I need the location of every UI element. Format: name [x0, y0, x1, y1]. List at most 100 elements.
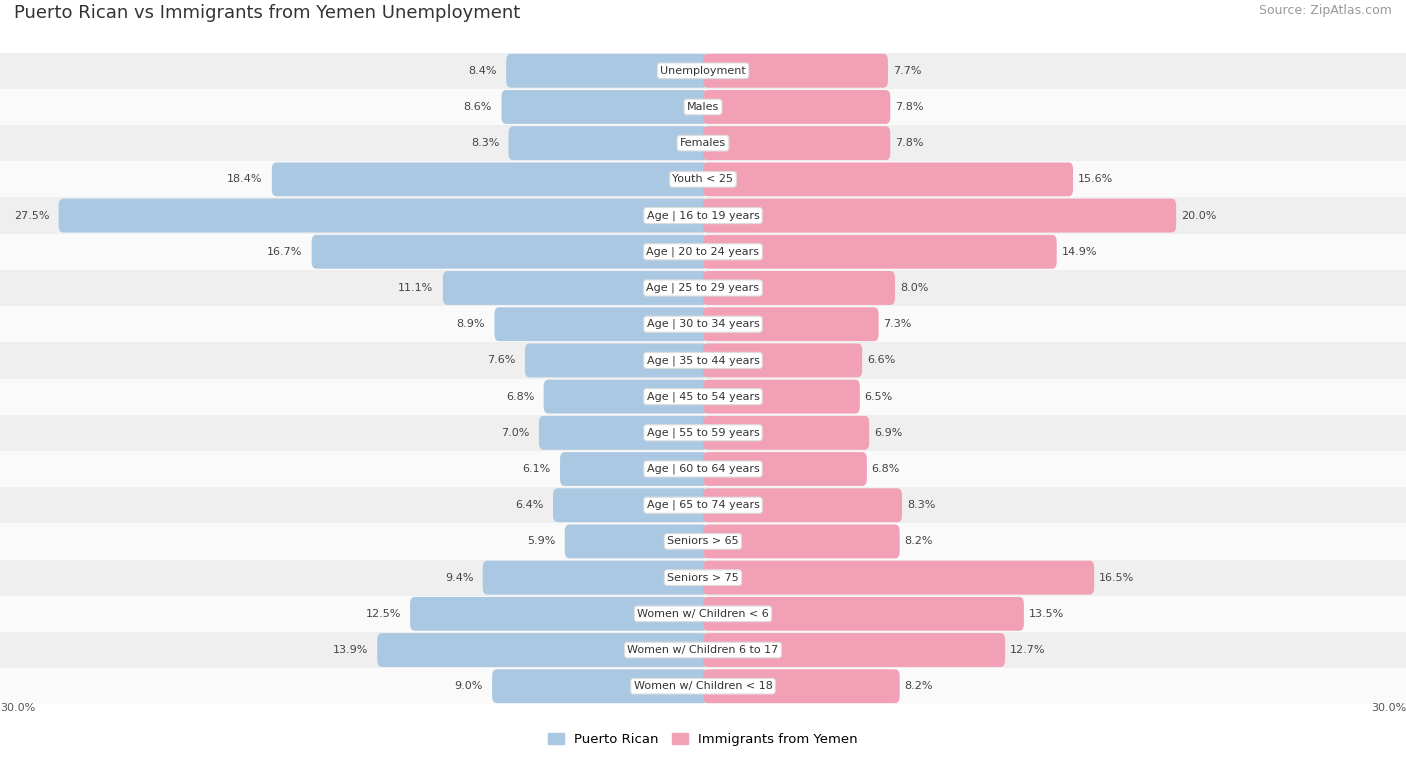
Text: 6.9%: 6.9% [875, 428, 903, 438]
Text: 20.0%: 20.0% [1181, 210, 1216, 220]
FancyBboxPatch shape [502, 90, 707, 124]
Text: 8.0%: 8.0% [900, 283, 928, 293]
Text: Age | 30 to 34 years: Age | 30 to 34 years [647, 319, 759, 329]
FancyBboxPatch shape [482, 561, 707, 594]
Text: 5.9%: 5.9% [527, 537, 555, 547]
Text: 6.1%: 6.1% [523, 464, 551, 474]
Text: 7.8%: 7.8% [896, 139, 924, 148]
Bar [0, 125, 1406, 161]
FancyBboxPatch shape [509, 126, 707, 160]
Text: Age | 55 to 59 years: Age | 55 to 59 years [647, 428, 759, 438]
FancyBboxPatch shape [271, 163, 707, 196]
FancyBboxPatch shape [495, 307, 707, 341]
Text: 8.3%: 8.3% [471, 139, 499, 148]
Bar [0, 306, 1406, 342]
FancyBboxPatch shape [411, 597, 707, 631]
Text: 13.5%: 13.5% [1029, 609, 1064, 618]
FancyBboxPatch shape [703, 416, 869, 450]
Text: 30.0%: 30.0% [0, 703, 35, 713]
Bar [0, 596, 1406, 632]
FancyBboxPatch shape [560, 452, 707, 486]
Text: 12.5%: 12.5% [366, 609, 401, 618]
Text: Age | 65 to 74 years: Age | 65 to 74 years [647, 500, 759, 510]
Text: Age | 45 to 54 years: Age | 45 to 54 years [647, 391, 759, 402]
Bar [0, 632, 1406, 668]
Bar [0, 668, 1406, 704]
Text: 8.9%: 8.9% [457, 319, 485, 329]
Text: 8.4%: 8.4% [468, 66, 496, 76]
FancyBboxPatch shape [377, 633, 707, 667]
Text: Age | 20 to 24 years: Age | 20 to 24 years [647, 247, 759, 257]
FancyBboxPatch shape [703, 126, 890, 160]
Text: 7.0%: 7.0% [501, 428, 530, 438]
Text: 14.9%: 14.9% [1062, 247, 1097, 257]
FancyBboxPatch shape [703, 271, 896, 305]
FancyBboxPatch shape [703, 525, 900, 559]
Text: Males: Males [688, 102, 718, 112]
Text: 15.6%: 15.6% [1078, 174, 1114, 185]
FancyBboxPatch shape [312, 235, 707, 269]
Text: 8.6%: 8.6% [464, 102, 492, 112]
Text: 7.7%: 7.7% [893, 66, 921, 76]
Text: 12.7%: 12.7% [1010, 645, 1046, 655]
FancyBboxPatch shape [506, 54, 707, 88]
FancyBboxPatch shape [565, 525, 707, 559]
FancyBboxPatch shape [703, 597, 1024, 631]
Bar [0, 559, 1406, 596]
FancyBboxPatch shape [703, 307, 879, 341]
Bar [0, 161, 1406, 198]
Bar [0, 487, 1406, 523]
Text: 6.8%: 6.8% [872, 464, 900, 474]
Text: 30.0%: 30.0% [1371, 703, 1406, 713]
Bar [0, 415, 1406, 451]
FancyBboxPatch shape [703, 235, 1057, 269]
Bar [0, 378, 1406, 415]
FancyBboxPatch shape [703, 344, 862, 377]
Text: Age | 16 to 19 years: Age | 16 to 19 years [647, 210, 759, 221]
Text: 8.2%: 8.2% [904, 537, 934, 547]
Text: Seniors > 65: Seniors > 65 [668, 537, 738, 547]
FancyBboxPatch shape [524, 344, 707, 377]
FancyBboxPatch shape [703, 669, 900, 703]
Text: Age | 25 to 29 years: Age | 25 to 29 years [647, 282, 759, 293]
FancyBboxPatch shape [703, 380, 860, 413]
FancyBboxPatch shape [703, 488, 903, 522]
Text: 8.2%: 8.2% [904, 681, 934, 691]
Bar [0, 234, 1406, 270]
FancyBboxPatch shape [703, 561, 1094, 594]
FancyBboxPatch shape [59, 198, 707, 232]
Text: 7.8%: 7.8% [896, 102, 924, 112]
Text: 9.0%: 9.0% [454, 681, 482, 691]
Text: 18.4%: 18.4% [226, 174, 263, 185]
Bar [0, 451, 1406, 487]
Text: Seniors > 75: Seniors > 75 [666, 572, 740, 583]
Text: Puerto Rican vs Immigrants from Yemen Unemployment: Puerto Rican vs Immigrants from Yemen Un… [14, 4, 520, 22]
Bar [0, 89, 1406, 125]
Text: 9.4%: 9.4% [444, 572, 474, 583]
Text: 7.6%: 7.6% [486, 355, 516, 366]
Legend: Puerto Rican, Immigrants from Yemen: Puerto Rican, Immigrants from Yemen [544, 730, 862, 750]
FancyBboxPatch shape [538, 416, 707, 450]
Text: Women w/ Children 6 to 17: Women w/ Children 6 to 17 [627, 645, 779, 655]
FancyBboxPatch shape [553, 488, 707, 522]
FancyBboxPatch shape [703, 90, 890, 124]
FancyBboxPatch shape [492, 669, 707, 703]
Text: Age | 60 to 64 years: Age | 60 to 64 years [647, 464, 759, 475]
Text: 7.3%: 7.3% [883, 319, 912, 329]
Text: 11.1%: 11.1% [398, 283, 433, 293]
Bar [0, 342, 1406, 378]
Text: 6.4%: 6.4% [515, 500, 544, 510]
Bar [0, 198, 1406, 234]
Text: 6.8%: 6.8% [506, 391, 534, 402]
FancyBboxPatch shape [544, 380, 707, 413]
FancyBboxPatch shape [703, 452, 868, 486]
Text: 13.9%: 13.9% [333, 645, 368, 655]
Text: Women w/ Children < 18: Women w/ Children < 18 [634, 681, 772, 691]
Text: 6.6%: 6.6% [868, 355, 896, 366]
Bar [0, 523, 1406, 559]
Text: 6.5%: 6.5% [865, 391, 893, 402]
Text: Youth < 25: Youth < 25 [672, 174, 734, 185]
Text: Source: ZipAtlas.com: Source: ZipAtlas.com [1258, 4, 1392, 17]
Bar [0, 270, 1406, 306]
Text: Unemployment: Unemployment [661, 66, 745, 76]
